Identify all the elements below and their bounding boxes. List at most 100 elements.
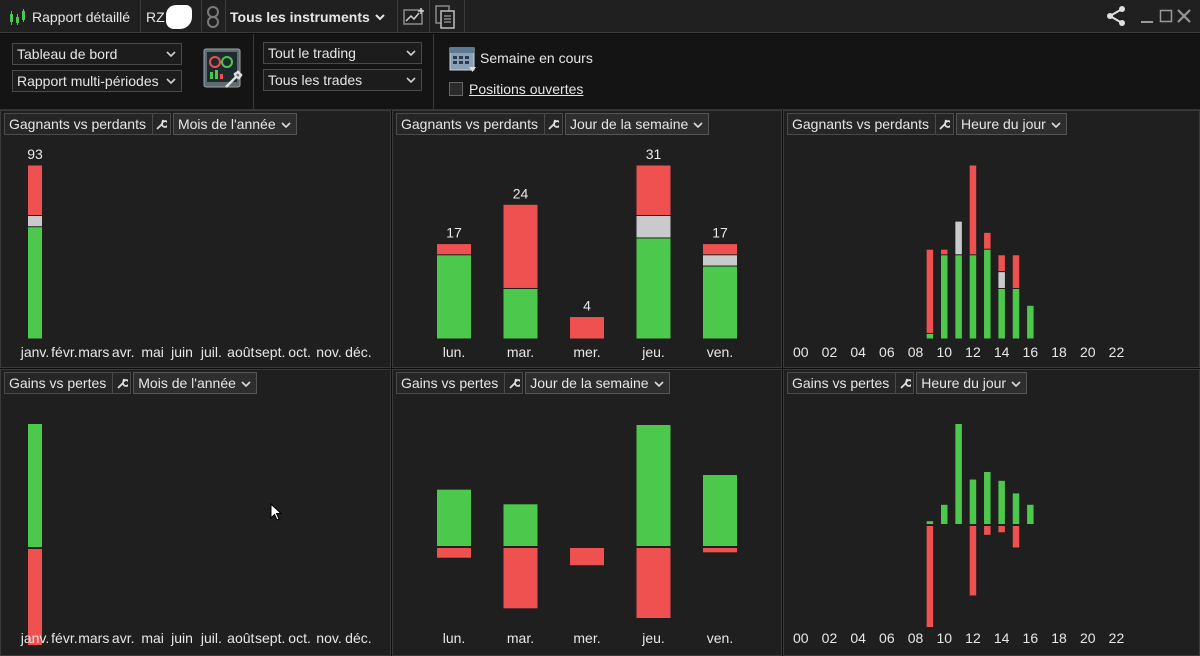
losers-bar[interactable] [926, 249, 934, 333]
grouping-dropdown[interactable]: Jour de la semaine [525, 372, 670, 394]
gains-bar[interactable] [703, 475, 737, 546]
even-bar[interactable] [636, 216, 671, 238]
grouping-dropdown[interactable]: Heure du jour [955, 113, 1067, 135]
x-tick-label: mar. [507, 344, 534, 360]
gains-bar[interactable] [636, 425, 671, 546]
report-settings-icon[interactable] [202, 47, 244, 91]
losers-bar[interactable] [570, 317, 604, 339]
gains-bar[interactable] [941, 504, 948, 524]
losses-bar[interactable] [703, 548, 737, 553]
losses-bar[interactable] [984, 526, 991, 535]
minimize-icon[interactable] [1138, 6, 1156, 26]
losers-bar[interactable] [984, 232, 991, 249]
wrench-icon[interactable] [896, 372, 915, 394]
winners-bar[interactable] [926, 333, 934, 339]
losers-bar[interactable] [437, 244, 471, 255]
x-tick-label: 22 [1109, 630, 1125, 646]
losers-bar[interactable] [998, 255, 1005, 272]
even-bar[interactable] [703, 255, 737, 266]
winners-bar[interactable] [703, 266, 737, 339]
chart-gains-losses-hour: 00 02 04 06 08 10 12 14 16 18 20 22 [793, 424, 1125, 646]
losers-bar[interactable] [941, 249, 948, 255]
losses-bar[interactable] [969, 526, 977, 596]
winners-bar[interactable] [503, 288, 538, 339]
dashboard-dropdown[interactable]: Tableau de bord [12, 43, 182, 65]
gains-bar[interactable] [969, 479, 977, 524]
maximize-icon[interactable] [1157, 6, 1175, 26]
losers-bar[interactable] [1012, 255, 1020, 288]
losers-bar[interactable] [503, 204, 538, 288]
bar-total-label: 17 [446, 225, 462, 241]
close-icon[interactable] [1175, 6, 1193, 26]
account-selector[interactable]: RZ [146, 0, 192, 33]
losses-bar[interactable] [926, 526, 934, 627]
x-tick-label: avr. [112, 630, 135, 646]
trading-dropdown[interactable]: Tout le trading [263, 42, 422, 64]
period-selector[interactable]: Semaine en cours [480, 50, 593, 66]
winners-bar[interactable] [984, 249, 991, 339]
losses-bar[interactable] [503, 548, 538, 609]
x-tick-label: 14 [994, 344, 1010, 360]
losses-bar[interactable] [28, 549, 42, 645]
gains-bar[interactable] [998, 480, 1005, 524]
even-bar[interactable] [955, 221, 962, 255]
panel-title[interactable]: Gains vs pertes [396, 372, 506, 394]
wrench-icon[interactable] [935, 113, 954, 135]
losers-bar[interactable] [703, 244, 737, 255]
link-icon[interactable] [205, 0, 221, 33]
multi-period-dropdown[interactable]: Rapport multi-périodes [12, 70, 182, 92]
gains-bar[interactable] [1027, 504, 1034, 524]
gains-bar[interactable] [1012, 493, 1020, 524]
grouping-dropdown[interactable]: Jour de la semaine [564, 113, 710, 135]
grouping-dropdown[interactable]: Heure du jour [916, 372, 1028, 394]
losers-bar[interactable] [28, 165, 42, 216]
wrench-icon[interactable] [113, 372, 132, 394]
winners-bar[interactable] [28, 227, 42, 339]
gains-bar[interactable] [955, 424, 962, 524]
even-bar[interactable] [28, 216, 42, 227]
losers-bar[interactable] [969, 165, 977, 255]
share-icon[interactable] [1104, 6, 1128, 26]
panel-header: Gains vs pertes Mois de l'année [4, 372, 257, 394]
chart-add-icon[interactable] [403, 0, 425, 33]
winners-bar[interactable] [437, 255, 471, 339]
trades-dropdown[interactable]: Tous les trades [263, 69, 422, 91]
grouping-dropdown[interactable]: Mois de l'année [133, 372, 257, 394]
wrench-icon[interactable] [544, 113, 563, 135]
even-bar[interactable] [998, 272, 1005, 288]
losers-bar[interactable] [636, 165, 671, 216]
instrument-label: Tous les instruments [230, 8, 370, 25]
winners-bar[interactable] [941, 255, 948, 339]
losses-bar[interactable] [636, 548, 671, 618]
report-button[interactable]: Rapport détaillé [8, 0, 130, 33]
losses-bar[interactable] [1012, 526, 1020, 548]
instrument-selector[interactable]: Tous les instruments [230, 0, 386, 33]
winners-bar[interactable] [955, 255, 962, 339]
panel-title[interactable]: Gains vs pertes [787, 372, 897, 394]
open-positions-checkbox[interactable] [449, 82, 463, 96]
panel-title[interactable]: Gagnants vs perdants [396, 113, 545, 135]
grouping-dropdown[interactable]: Mois de l'année [172, 113, 297, 135]
losses-bar[interactable] [570, 548, 604, 566]
panel-title[interactable]: Gagnants vs perdants [787, 113, 936, 135]
losses-bar[interactable] [998, 526, 1005, 533]
open-positions-toggle[interactable]: Positions ouvertes [449, 81, 583, 97]
winners-bar[interactable] [1027, 305, 1034, 339]
losses-bar[interactable] [437, 548, 471, 558]
wrench-icon[interactable] [505, 372, 524, 394]
winners-bar[interactable] [636, 238, 671, 339]
wrench-icon[interactable] [152, 113, 171, 135]
gains-bar[interactable] [984, 471, 991, 524]
gains-bar[interactable] [926, 521, 934, 524]
winners-bar[interactable] [1012, 288, 1020, 339]
calendar-icon[interactable] [449, 45, 477, 73]
gains-bar[interactable] [437, 489, 471, 546]
gains-bar[interactable] [28, 424, 42, 547]
gains-bar[interactable] [503, 504, 538, 546]
panel-title[interactable]: Gains vs pertes [4, 372, 114, 394]
x-tick-label: 16 [1023, 630, 1039, 646]
winners-bar[interactable] [998, 288, 1005, 339]
winners-bar[interactable] [969, 255, 977, 339]
panel-title[interactable]: Gagnants vs perdants [4, 113, 153, 135]
document-icon[interactable] [435, 0, 457, 33]
